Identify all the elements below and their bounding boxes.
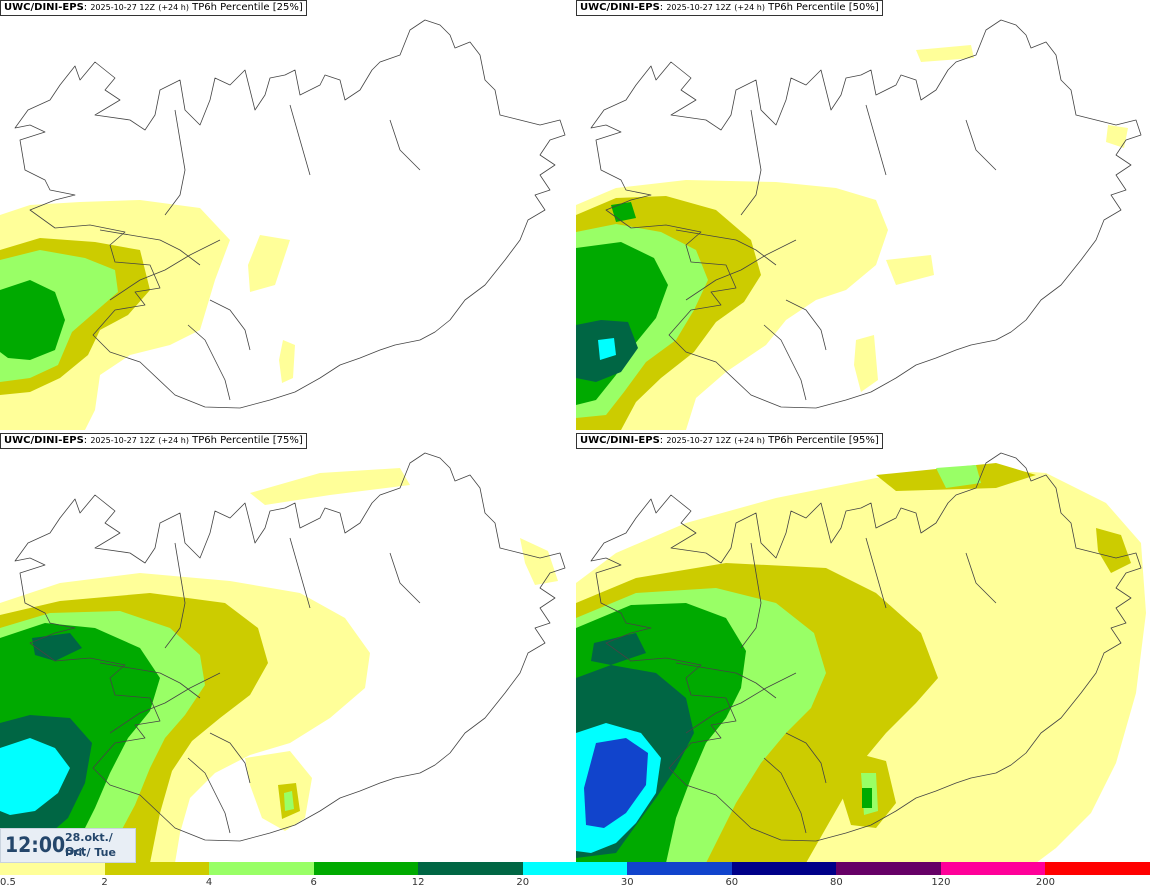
model-name: UWC/DINI-EPS: [580, 2, 660, 13]
precip-band-0p5: [1106, 125, 1128, 148]
precip-band-0p5: [916, 45, 974, 62]
precip-field: [576, 463, 1146, 863]
precip-band-0p5: [245, 751, 312, 831]
legend-swatches: [0, 862, 1150, 875]
precip-band-20: [598, 338, 616, 360]
legend-swatch: [731, 862, 837, 875]
panel-title-p50: UWC/DINI-EPS: 2025-10-27 12Z (+24 h) TP6…: [576, 0, 883, 16]
percentile-value: [50%]: [848, 2, 879, 13]
precipitation-map-p25: [0, 19, 566, 430]
valid-day: Þri./ Tue: [65, 846, 116, 859]
precip-band-12: [32, 633, 82, 661]
precip-band-6: [611, 202, 636, 222]
legend-tick-label: 20: [516, 877, 530, 888]
run-time: 2025-10-27 12Z: [666, 436, 732, 445]
precip-band-6: [0, 280, 65, 360]
legend-tick-label: 60: [725, 877, 739, 888]
precip-band-0p5: [279, 340, 295, 383]
legend-swatch: [627, 862, 732, 875]
lead-time: (+24 h): [734, 3, 765, 12]
run-time: 2025-10-27 12Z: [90, 436, 156, 445]
legend-swatch: [209, 862, 314, 875]
precip-band-20: [0, 738, 70, 815]
panel-title-p75: UWC/DINI-EPS: 2025-10-27 12Z (+24 h) TP6…: [0, 433, 307, 449]
legend-tick-label: 2: [101, 877, 108, 888]
precip-band-0p5: [520, 538, 558, 585]
model-name: UWC/DINI-EPS: [4, 2, 84, 13]
precip-band-0p5: [886, 255, 934, 285]
model-name: UWC/DINI-EPS: [4, 435, 84, 446]
legend-swatch: [104, 862, 210, 875]
parameter-name: TP6h Percentile: [192, 435, 270, 446]
legend-ticks: 0.5 2 4 6 12 20 30 60 80 120 200: [0, 876, 1150, 890]
percentile-value: [25%]: [272, 2, 303, 13]
precipitation-map-p95: [576, 452, 1146, 863]
iceland-outline: [590, 19, 1142, 409]
precip-band-30: [584, 738, 648, 828]
parameter-name: TP6h Percentile: [768, 435, 846, 446]
valid-time-box: 12:00 28.okt./ Oct Þri./ Tue: [0, 828, 136, 863]
lead-time: (+24 h): [158, 436, 189, 445]
legend-swatch: [940, 862, 1046, 875]
precip-band-4: [936, 465, 981, 488]
precip-band-0p5: [250, 468, 410, 505]
legend-tick-label: 0.5: [0, 877, 16, 888]
legend-tick-label: 4: [205, 877, 213, 888]
run-time: 2025-10-27 12Z: [666, 3, 732, 12]
iceland-outline: [14, 452, 566, 842]
legend-tick-label: 200: [1035, 877, 1055, 888]
legend-swatch: [836, 862, 941, 875]
run-time: 2025-10-27 12Z: [90, 3, 156, 12]
precip-field: [0, 468, 558, 863]
iceland-outline: [590, 452, 1142, 842]
precip-band-2: [1096, 528, 1131, 573]
parameter-name: TP6h Percentile: [768, 2, 846, 13]
panel-title-p95: UWC/DINI-EPS: 2025-10-27 12Z (+24 h) TP6…: [576, 433, 883, 449]
legend-tick-label: 120: [931, 877, 951, 888]
precip-band-6: [862, 788, 872, 808]
precip-field: [576, 45, 1128, 430]
model-name: UWC/DINI-EPS: [580, 435, 660, 446]
percentile-value: [75%]: [272, 435, 303, 446]
map-panel-p75: UWC/DINI-EPS: 2025-10-27 12Z (+24 h) TP6…: [0, 433, 574, 863]
map-panel-p95: UWC/DINI-EPS: 2025-10-27 12Z (+24 h) TP6…: [576, 433, 1150, 863]
legend-swatch: [522, 862, 628, 875]
panel-title-p25: UWC/DINI-EPS: 2025-10-27 12Z (+24 h) TP6…: [0, 0, 307, 16]
legend-swatch: [418, 862, 523, 875]
precip-band-0p5: [248, 235, 290, 292]
valid-date: 28.okt./ Oct: [65, 831, 113, 858]
color-legend: 0.5 2 4 6 12 20 30 60 80 120 200: [0, 862, 1150, 891]
precip-band-0p5: [854, 335, 878, 392]
legend-tick-label: 80: [829, 877, 843, 888]
legend-tick-label: 12: [411, 877, 425, 888]
map-panel-p25: UWC/DINI-EPS: 2025-10-27 12Z (+24 h) TP6…: [0, 0, 574, 430]
map-panel-p50: UWC/DINI-EPS: 2025-10-27 12Z (+24 h) TP6…: [576, 0, 1150, 430]
iceland-outline: [14, 19, 566, 409]
percentile-value: [95%]: [848, 435, 879, 446]
parameter-name: TP6h Percentile: [192, 2, 270, 13]
legend-tick-label: 30: [620, 877, 634, 888]
legend-swatch: [313, 862, 419, 875]
legend-swatch: [1045, 862, 1150, 875]
lead-time: (+24 h): [734, 436, 765, 445]
precipitation-map-p75: [0, 452, 566, 863]
precipitation-map-p50: [576, 19, 1142, 430]
precip-field: [0, 200, 295, 430]
lead-time: (+24 h): [158, 3, 189, 12]
legend-tick-label: 6: [310, 877, 317, 888]
valid-time: 12:00: [5, 833, 66, 857]
precip-band-4: [284, 791, 294, 811]
precip-band-0p5: [1016, 485, 1076, 511]
legend-swatch: [0, 862, 105, 875]
precip-band-12: [591, 633, 646, 665]
